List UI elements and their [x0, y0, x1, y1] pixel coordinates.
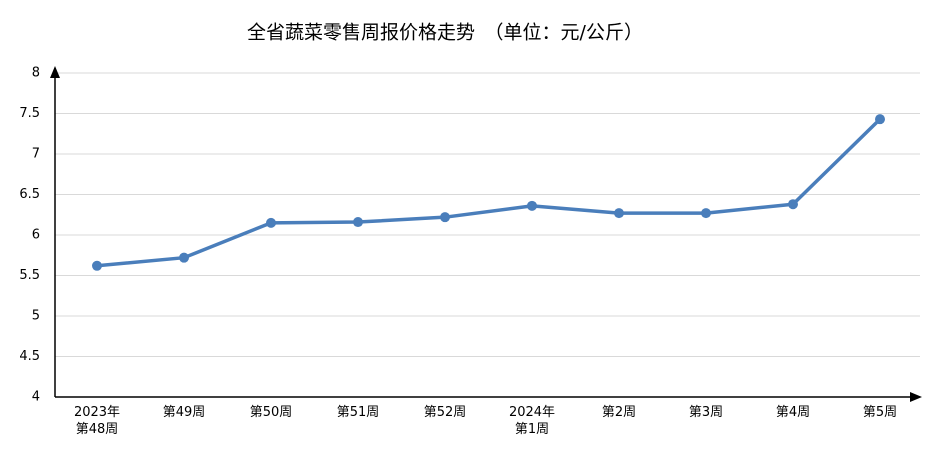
data-point: [701, 208, 711, 219]
y-tick-label: 4: [32, 390, 40, 405]
x-tick-label: 第4周: [775, 405, 811, 420]
x-tick-label: 第50周: [249, 405, 293, 420]
x-tick-label: 第52周: [423, 405, 467, 420]
y-tick-label: 8: [32, 66, 40, 81]
x-tick-label: 2024年第1周: [508, 405, 556, 437]
y-tick-label: 5: [32, 309, 40, 324]
data-point: [527, 200, 537, 211]
x-tick-label: 第51周: [336, 405, 380, 420]
y-axis-arrow: [50, 66, 60, 78]
x-tick-label: 第3周: [688, 405, 724, 420]
data-point: [179, 252, 189, 263]
x-tick-label: 第49周: [162, 405, 206, 420]
x-tick-label: 2023年第48周: [73, 405, 121, 437]
data-point: [266, 217, 276, 228]
data-point: [788, 199, 798, 210]
y-tick-label: 7.5: [19, 106, 40, 121]
y-tick-label: 4.5: [19, 349, 40, 364]
data-point: [875, 114, 885, 125]
series-line: [96, 117, 882, 268]
data-point: [92, 260, 102, 271]
data-point: [353, 217, 363, 228]
data-point: [440, 212, 450, 223]
y-tick-label: 6: [32, 228, 40, 243]
x-tick-label: 第5周: [862, 405, 898, 420]
data-point: [614, 208, 624, 219]
y-tick-label: 7: [32, 147, 40, 162]
chart-title: 全省蔬菜零售周报价格走势 （单位：元/公斤）: [247, 22, 643, 44]
y-tick-label: 6.5: [19, 187, 40, 202]
x-axis-arrow: [910, 392, 922, 402]
x-tick-label: 第2周: [601, 405, 637, 420]
y-tick-label: 5.5: [19, 268, 40, 283]
